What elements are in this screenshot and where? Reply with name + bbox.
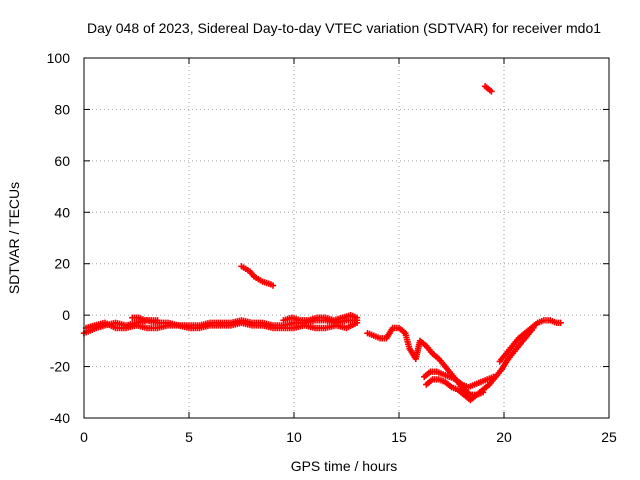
data-point xyxy=(353,314,361,321)
y-tick-label: -20 xyxy=(50,359,70,375)
data-marks xyxy=(80,83,564,404)
axis-ticks: 0 5 10 15 20 25 -40 -20 0 20 40 60 80 100 xyxy=(47,50,617,445)
y-tick-label: 80 xyxy=(54,101,70,117)
series-rise-tail xyxy=(496,317,564,365)
series-descent-c xyxy=(423,376,487,404)
x-tick-label: 25 xyxy=(601,429,617,445)
series-descent-b xyxy=(421,368,497,391)
series-base-track-2 xyxy=(82,319,361,332)
x-tick-label: 20 xyxy=(496,429,512,445)
series-upper-arc xyxy=(238,263,277,289)
chart-title: Day 048 of 2023, Sidereal Day-to-day VTE… xyxy=(87,20,601,36)
y-axis-label: SDTVAR / TECUs xyxy=(6,182,22,294)
data-point xyxy=(490,373,497,381)
y-tick-label: -40 xyxy=(50,410,70,426)
x-tick-label: 0 xyxy=(80,429,88,445)
x-tick-label: 10 xyxy=(286,429,302,445)
series-base-track-3 xyxy=(129,311,361,324)
x-tick-label: 15 xyxy=(391,429,407,445)
data-point xyxy=(479,389,487,396)
y-tick-label: 40 xyxy=(54,204,70,220)
series-descent-a xyxy=(364,324,537,399)
series-outlier xyxy=(481,83,495,95)
x-tick-label: 5 xyxy=(185,429,193,445)
grid-lines xyxy=(84,58,609,418)
y-tick-label: 20 xyxy=(54,256,70,272)
data-point xyxy=(557,319,564,327)
data-point xyxy=(488,88,495,95)
y-tick-label: 100 xyxy=(47,50,71,66)
data-point xyxy=(269,282,277,289)
y-tick-label: 0 xyxy=(62,307,70,323)
plot-frame xyxy=(83,57,610,419)
x-axis-label: GPS time / hours xyxy=(291,458,398,474)
data-point xyxy=(154,317,161,324)
y-tick-label: 60 xyxy=(54,153,70,169)
